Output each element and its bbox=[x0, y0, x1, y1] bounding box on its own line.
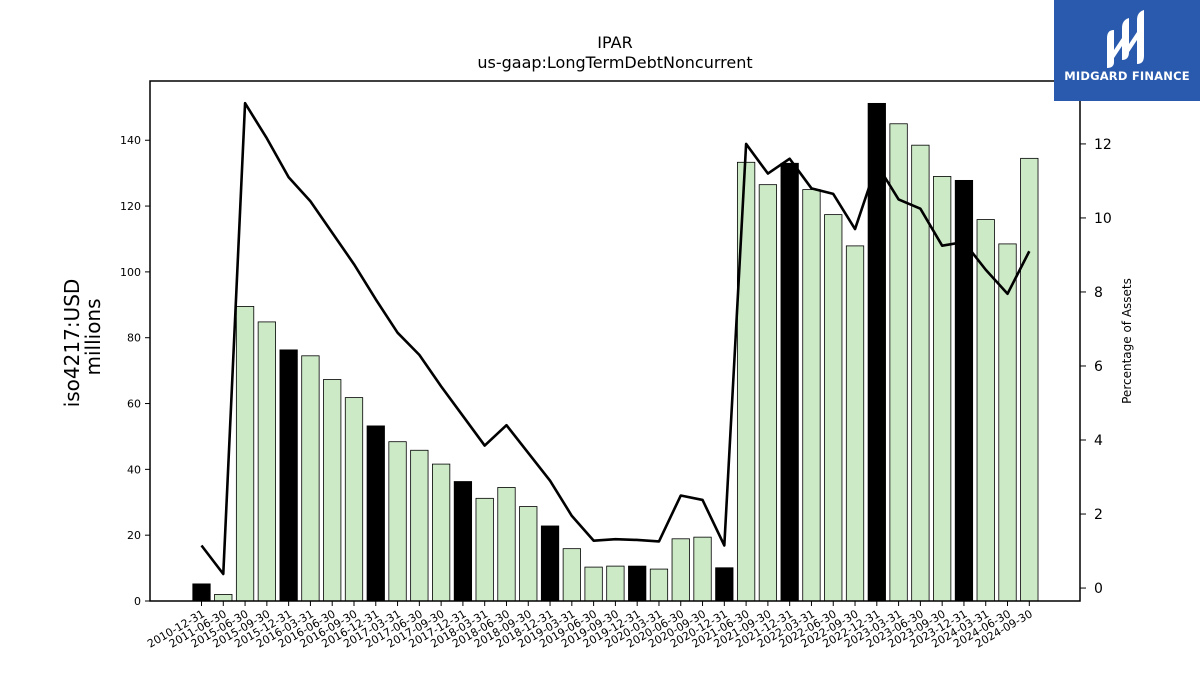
bar-2015-09-30 bbox=[257, 321, 276, 602]
bar-2021-06-30 bbox=[736, 161, 756, 602]
bar-2019-03-31 bbox=[562, 548, 581, 602]
brand-logo: MIDGARD FINANCE bbox=[1054, 0, 1200, 101]
bar-2019-12-31 bbox=[628, 565, 647, 602]
y2-axis-label: Percentage of Assets bbox=[1120, 278, 1134, 404]
bar-2020-09-30 bbox=[693, 536, 712, 602]
bar-2015-12-31 bbox=[279, 349, 298, 602]
y-axis-ticks: 0 20 40 60 80 100 120 140 bbox=[120, 134, 150, 608]
logo-mark-icon bbox=[1107, 10, 1144, 68]
bar-2017-06-30 bbox=[410, 449, 429, 602]
chart-title: IPAR bbox=[597, 33, 632, 52]
y-axis-label-line2: millions bbox=[81, 298, 105, 375]
bar-2023-06-30 bbox=[911, 144, 930, 602]
y-tick-label: 40 bbox=[127, 463, 141, 476]
plot-frame bbox=[149, 80, 1081, 602]
y-tick-label: 20 bbox=[127, 529, 141, 542]
y2-tick-label: 2 bbox=[1094, 507, 1103, 523]
y2-tick-label: 6 bbox=[1094, 359, 1103, 375]
y-axis-label: iso4217:USD bbox=[60, 279, 84, 408]
y2-axis-ticks: 0 2 4 6 8 10 12 bbox=[1080, 137, 1112, 597]
bar-2021-09-30 bbox=[758, 184, 778, 602]
bar-2020-12-31 bbox=[715, 567, 734, 602]
bar-2017-12-31 bbox=[453, 481, 473, 602]
y-tick-label: 80 bbox=[127, 332, 141, 345]
bar-2022-03-31 bbox=[802, 189, 821, 602]
bar-2022-06-30 bbox=[824, 214, 843, 602]
percentage-line bbox=[200, 101, 1031, 576]
bar-series bbox=[192, 102, 1039, 602]
bar-2018-03-31 bbox=[475, 497, 494, 602]
bar-2023-09-30 bbox=[933, 176, 952, 602]
bar-2011-06-30 bbox=[214, 594, 233, 602]
bar-2018-09-30 bbox=[519, 506, 538, 602]
y2-tick-label: 8 bbox=[1094, 285, 1103, 301]
y-tick-label: 0 bbox=[134, 595, 141, 608]
bar-2018-06-30 bbox=[497, 487, 516, 602]
bar-2021-12-31 bbox=[780, 162, 799, 602]
bar-2010-12-31 bbox=[192, 583, 211, 602]
bar-2022-12-31 bbox=[867, 102, 886, 602]
bar-2016-03-31 bbox=[301, 355, 320, 602]
bar-2024-09-30 bbox=[1020, 157, 1039, 602]
logo-name: MIDGARD FINANCE bbox=[1064, 69, 1190, 83]
x-axis-ticks: 2010-12-312011-06-302015-06-302015-09-30… bbox=[145, 601, 1035, 651]
chart-subtitle: us-gaap:LongTermDebtNoncurrent bbox=[477, 53, 752, 72]
bar-2016-09-30 bbox=[344, 397, 364, 602]
bar-2015-06-30 bbox=[235, 306, 255, 602]
bar-2016-06-30 bbox=[323, 379, 342, 602]
y-tick-label: 140 bbox=[120, 134, 141, 147]
y2-tick-label: 0 bbox=[1094, 581, 1103, 597]
bar-2022-09-30 bbox=[845, 245, 865, 602]
bar-2018-12-31 bbox=[540, 525, 560, 602]
y2-tick-label: 12 bbox=[1094, 137, 1112, 153]
y-tick-label: 60 bbox=[127, 398, 141, 411]
bar-2020-03-31 bbox=[649, 568, 669, 602]
bar-2019-06-30 bbox=[584, 566, 603, 602]
y2-tick-label: 10 bbox=[1094, 211, 1112, 227]
y-tick-label: 100 bbox=[120, 266, 141, 279]
bar-2019-09-30 bbox=[606, 565, 625, 602]
bar-2017-03-31 bbox=[388, 441, 407, 602]
y-tick-label: 120 bbox=[120, 200, 141, 213]
bar-2016-12-31 bbox=[366, 425, 385, 602]
bar-2024-06-30 bbox=[998, 243, 1017, 602]
bar-2017-09-30 bbox=[432, 463, 451, 602]
bar-2020-06-30 bbox=[671, 538, 690, 602]
y2-tick-label: 4 bbox=[1094, 433, 1103, 449]
bar-2023-03-31 bbox=[889, 123, 908, 602]
